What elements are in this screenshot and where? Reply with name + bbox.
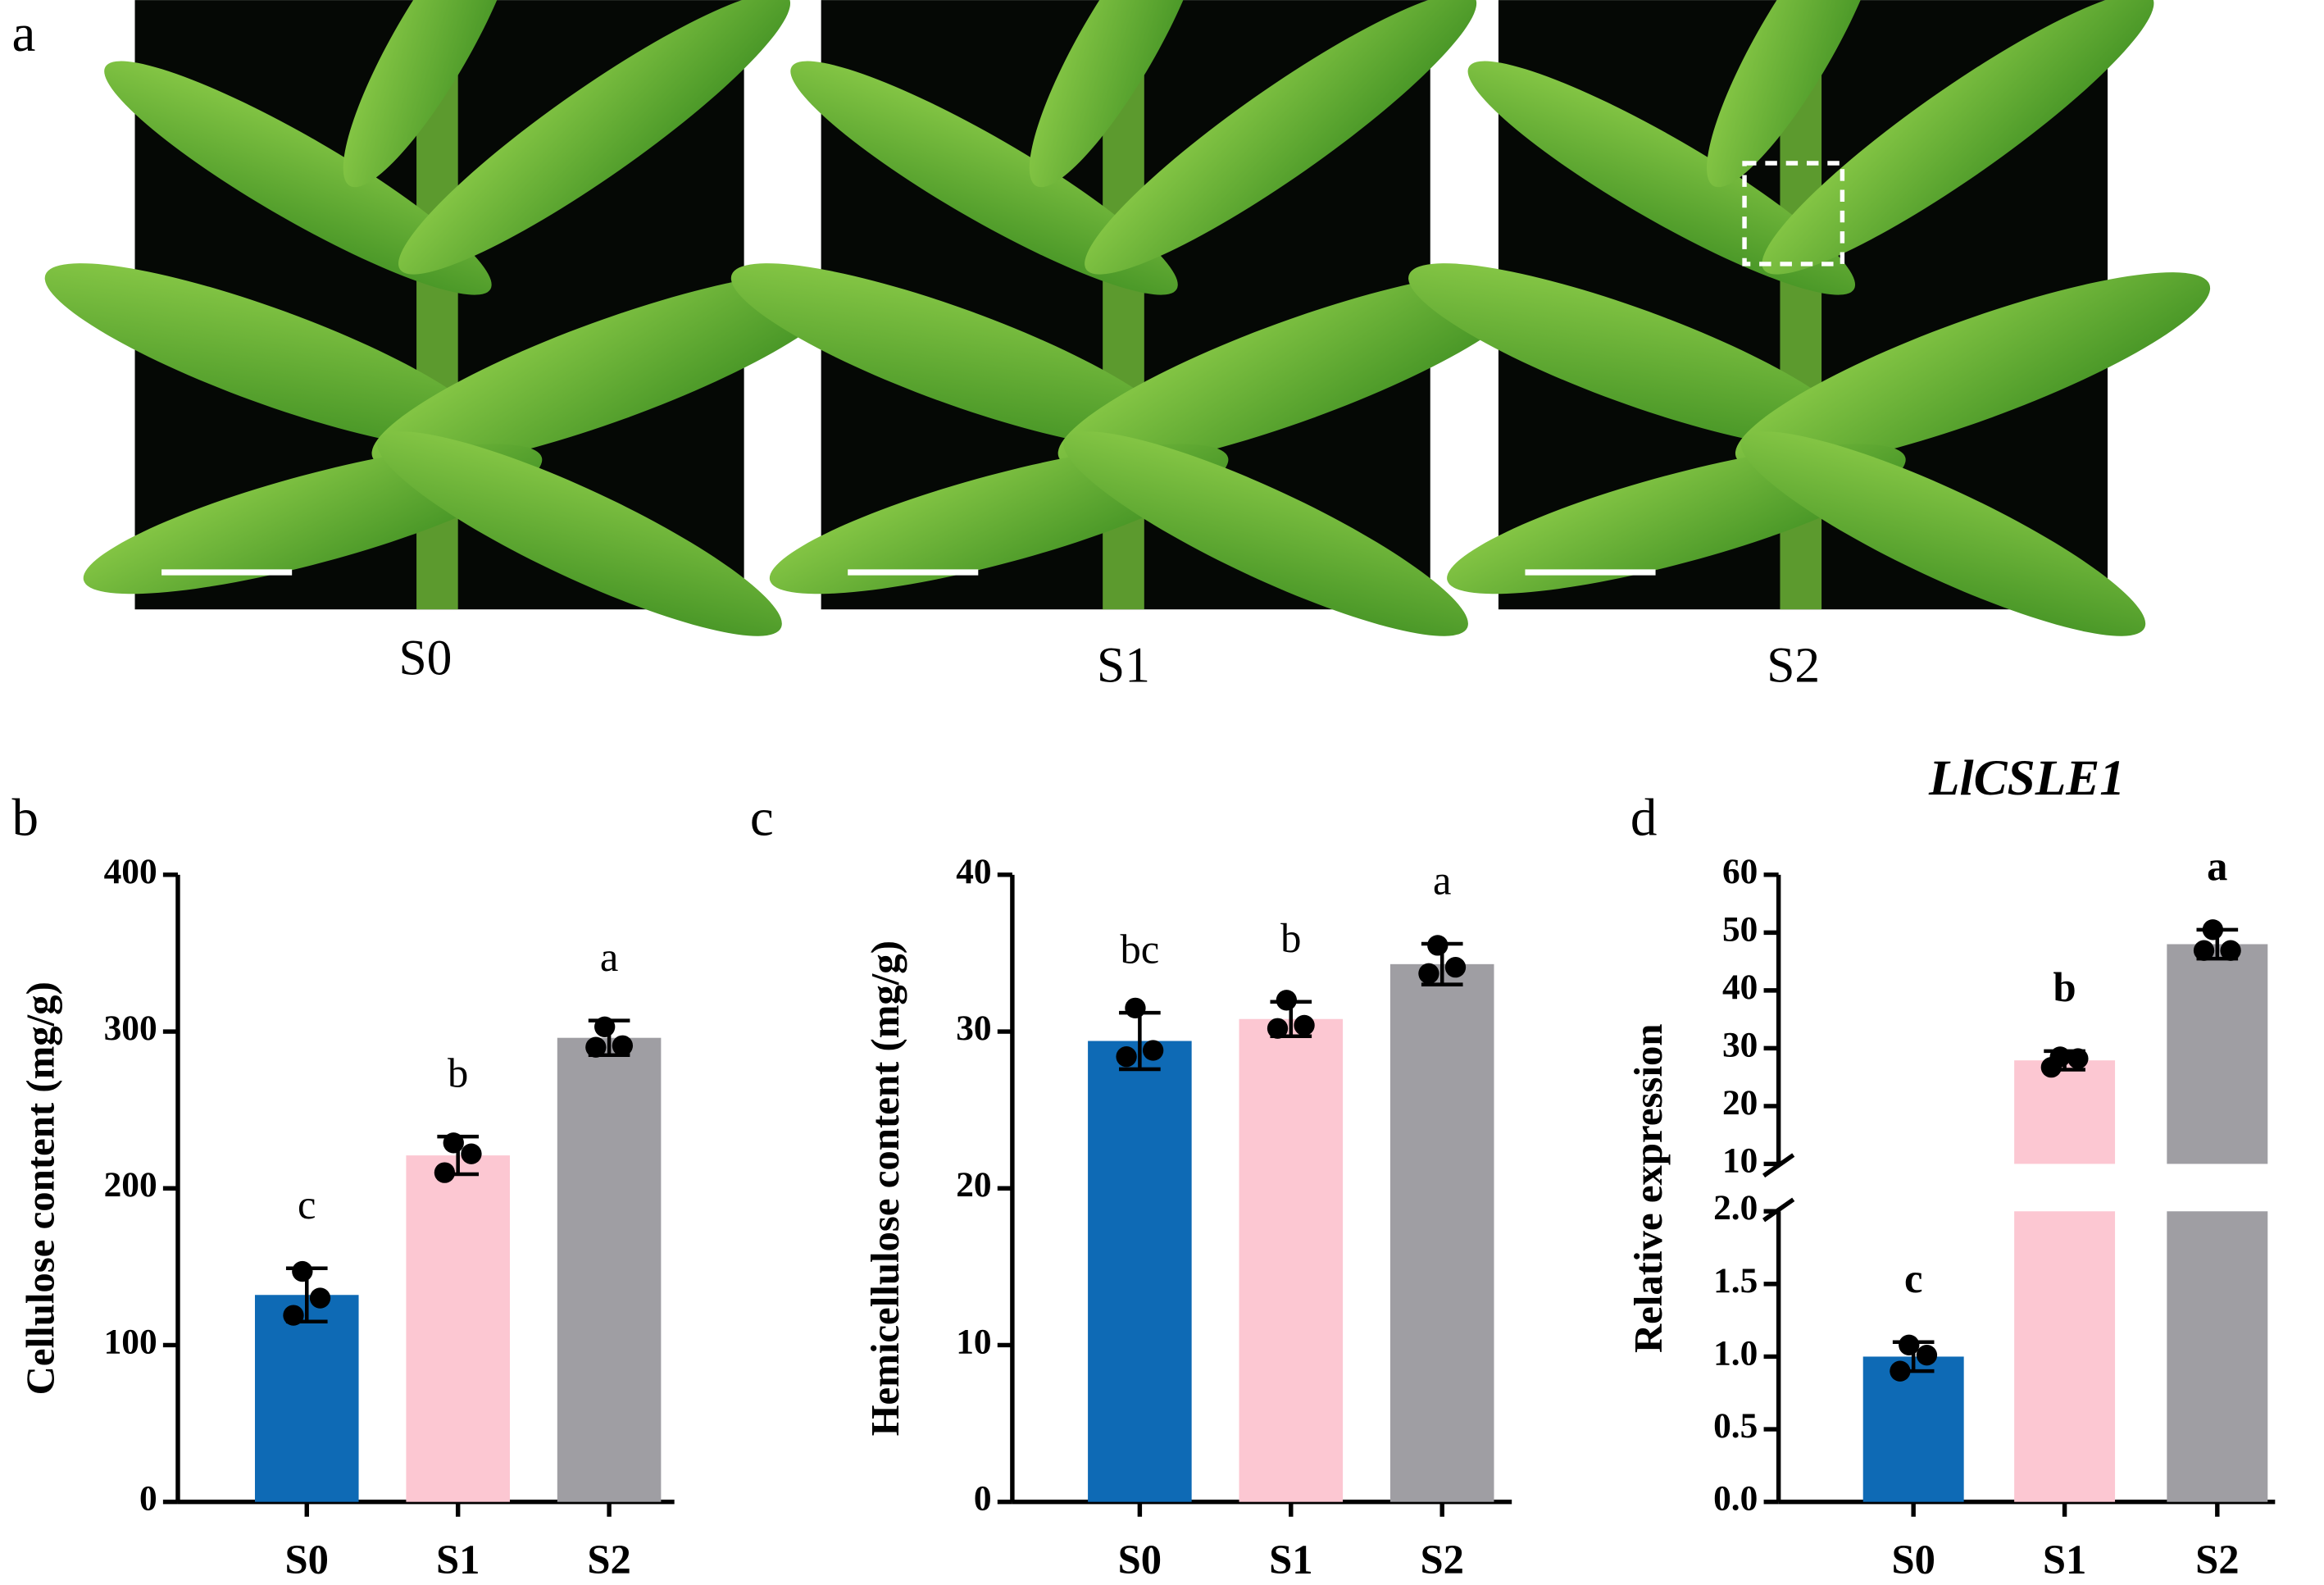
bar bbox=[1239, 1018, 1344, 1502]
bar bbox=[2167, 1211, 2268, 1502]
panel-label: c bbox=[750, 789, 774, 848]
y-tick-label: 20 bbox=[956, 1165, 991, 1205]
data-point bbox=[309, 1287, 331, 1309]
bar bbox=[1088, 1041, 1192, 1502]
y-axis-label: Cellulose content (mg/g) bbox=[18, 982, 62, 1395]
x-tick-label: S0 bbox=[1891, 1537, 1935, 1583]
bar bbox=[1862, 1356, 1964, 1502]
y-tick-label: 20 bbox=[1722, 1083, 1758, 1123]
photo bbox=[716, 0, 1549, 668]
x-tick-label: S1 bbox=[2043, 1537, 2086, 1583]
significance-letter: bc bbox=[1120, 926, 1159, 972]
y-tick-label: 30 bbox=[1722, 1025, 1758, 1064]
data-point bbox=[1116, 1045, 1137, 1068]
y-tick-label: 200 bbox=[104, 1165, 157, 1205]
significance-letter: b bbox=[2053, 964, 2076, 1010]
x-tick-label: S0 bbox=[285, 1537, 329, 1583]
bar bbox=[1389, 963, 1494, 1502]
inset-box bbox=[1742, 161, 1845, 266]
x-tick-label: S2 bbox=[2195, 1537, 2239, 1583]
y-axis-label: Hemicellulose content (mg/g) bbox=[863, 941, 907, 1436]
data-point bbox=[1444, 956, 1467, 978]
chart: LlCSLE1 Relative expression 0.0 0.5 1.0 1.5 2.… bbox=[1626, 750, 2276, 1583]
data-point bbox=[292, 1260, 313, 1282]
data-point bbox=[1267, 1018, 1289, 1039]
data-point bbox=[2067, 1048, 2089, 1069]
y-tick-label: 300 bbox=[104, 1009, 157, 1048]
chart-title: LlCSLE1 bbox=[1928, 750, 2125, 806]
chart: Cellulose content (mg/g) 0 100 200 300 400 S0 c… bbox=[18, 852, 675, 1583]
bar bbox=[2167, 944, 2268, 1164]
bar bbox=[2014, 1060, 2116, 1164]
x-tick-label: S1 bbox=[436, 1537, 480, 1583]
photo bbox=[1393, 0, 2226, 668]
data-point bbox=[2202, 919, 2224, 941]
chart: Hemicellulose content (mg/g) 0 10 20 30 40 S0 b… bbox=[863, 852, 1512, 1583]
panel-label: d bbox=[1630, 789, 1658, 848]
y-tick-label: 10 bbox=[956, 1322, 991, 1361]
y-tick-label: 1.0 bbox=[1713, 1333, 1758, 1373]
data-point bbox=[612, 1035, 634, 1056]
y-tick-label: 10 bbox=[1722, 1141, 1758, 1180]
significance-letter: a bbox=[2207, 843, 2227, 889]
data-point bbox=[1916, 1345, 1938, 1366]
y-tick-label: 0 bbox=[974, 1479, 992, 1519]
significance-letter: b bbox=[448, 1050, 468, 1095]
data-point bbox=[461, 1143, 482, 1164]
significance-letter: a bbox=[600, 934, 618, 980]
y-tick-label: 40 bbox=[956, 852, 991, 891]
data-point bbox=[443, 1132, 464, 1154]
y-tick-label: 40 bbox=[1722, 968, 1758, 1007]
data-point bbox=[585, 1036, 607, 1058]
data-point bbox=[1899, 1334, 1920, 1355]
bar bbox=[557, 1037, 662, 1502]
panel-label: b bbox=[11, 789, 39, 848]
data-point bbox=[434, 1162, 456, 1183]
y-tick-label: 50 bbox=[1722, 909, 1758, 949]
data-point bbox=[1890, 1360, 1911, 1382]
photo-label: S2 bbox=[1767, 637, 1820, 693]
y-tick-label: 2.0 bbox=[1713, 1188, 1758, 1227]
significance-letter: b bbox=[1280, 915, 1301, 961]
y-tick-label: 60 bbox=[1722, 852, 1758, 891]
significance-letter: c bbox=[1904, 1255, 1922, 1301]
data-point bbox=[1276, 990, 1298, 1011]
y-tick-label: 0 bbox=[139, 1479, 157, 1519]
data-point bbox=[1427, 935, 1449, 956]
y-tick-label: 1.5 bbox=[1713, 1261, 1758, 1300]
y-tick-label: 100 bbox=[104, 1322, 157, 1361]
data-point bbox=[2193, 940, 2215, 961]
data-point bbox=[1294, 1014, 1315, 1036]
bar bbox=[2014, 1211, 2116, 1502]
bar bbox=[254, 1295, 359, 1502]
y-axis-label: Relative expression bbox=[1626, 1023, 1671, 1353]
data-point bbox=[1142, 1040, 1164, 1061]
photo-label: S1 bbox=[1097, 637, 1150, 693]
photo bbox=[30, 0, 863, 668]
photo-label: S0 bbox=[398, 630, 452, 685]
data-point bbox=[594, 1016, 616, 1037]
y-tick-label: 30 bbox=[956, 1009, 991, 1048]
y-tick-label: 0.5 bbox=[1713, 1406, 1758, 1446]
data-point bbox=[283, 1305, 304, 1326]
bar bbox=[406, 1155, 510, 1502]
data-point bbox=[2220, 940, 2241, 961]
data-point bbox=[1418, 963, 1439, 984]
significance-letter: a bbox=[1433, 857, 1451, 903]
y-tick-label: 0.0 bbox=[1713, 1479, 1758, 1519]
panel-label: a bbox=[11, 4, 35, 63]
x-tick-label: S1 bbox=[1269, 1537, 1312, 1583]
data-point bbox=[2040, 1056, 2062, 1078]
significance-letter: c bbox=[298, 1182, 316, 1227]
x-tick-label: S0 bbox=[1118, 1537, 1162, 1583]
x-tick-label: S2 bbox=[587, 1537, 630, 1583]
x-tick-label: S2 bbox=[1420, 1537, 1463, 1583]
y-tick-label: 400 bbox=[104, 852, 157, 891]
data-point bbox=[1125, 997, 1146, 1019]
